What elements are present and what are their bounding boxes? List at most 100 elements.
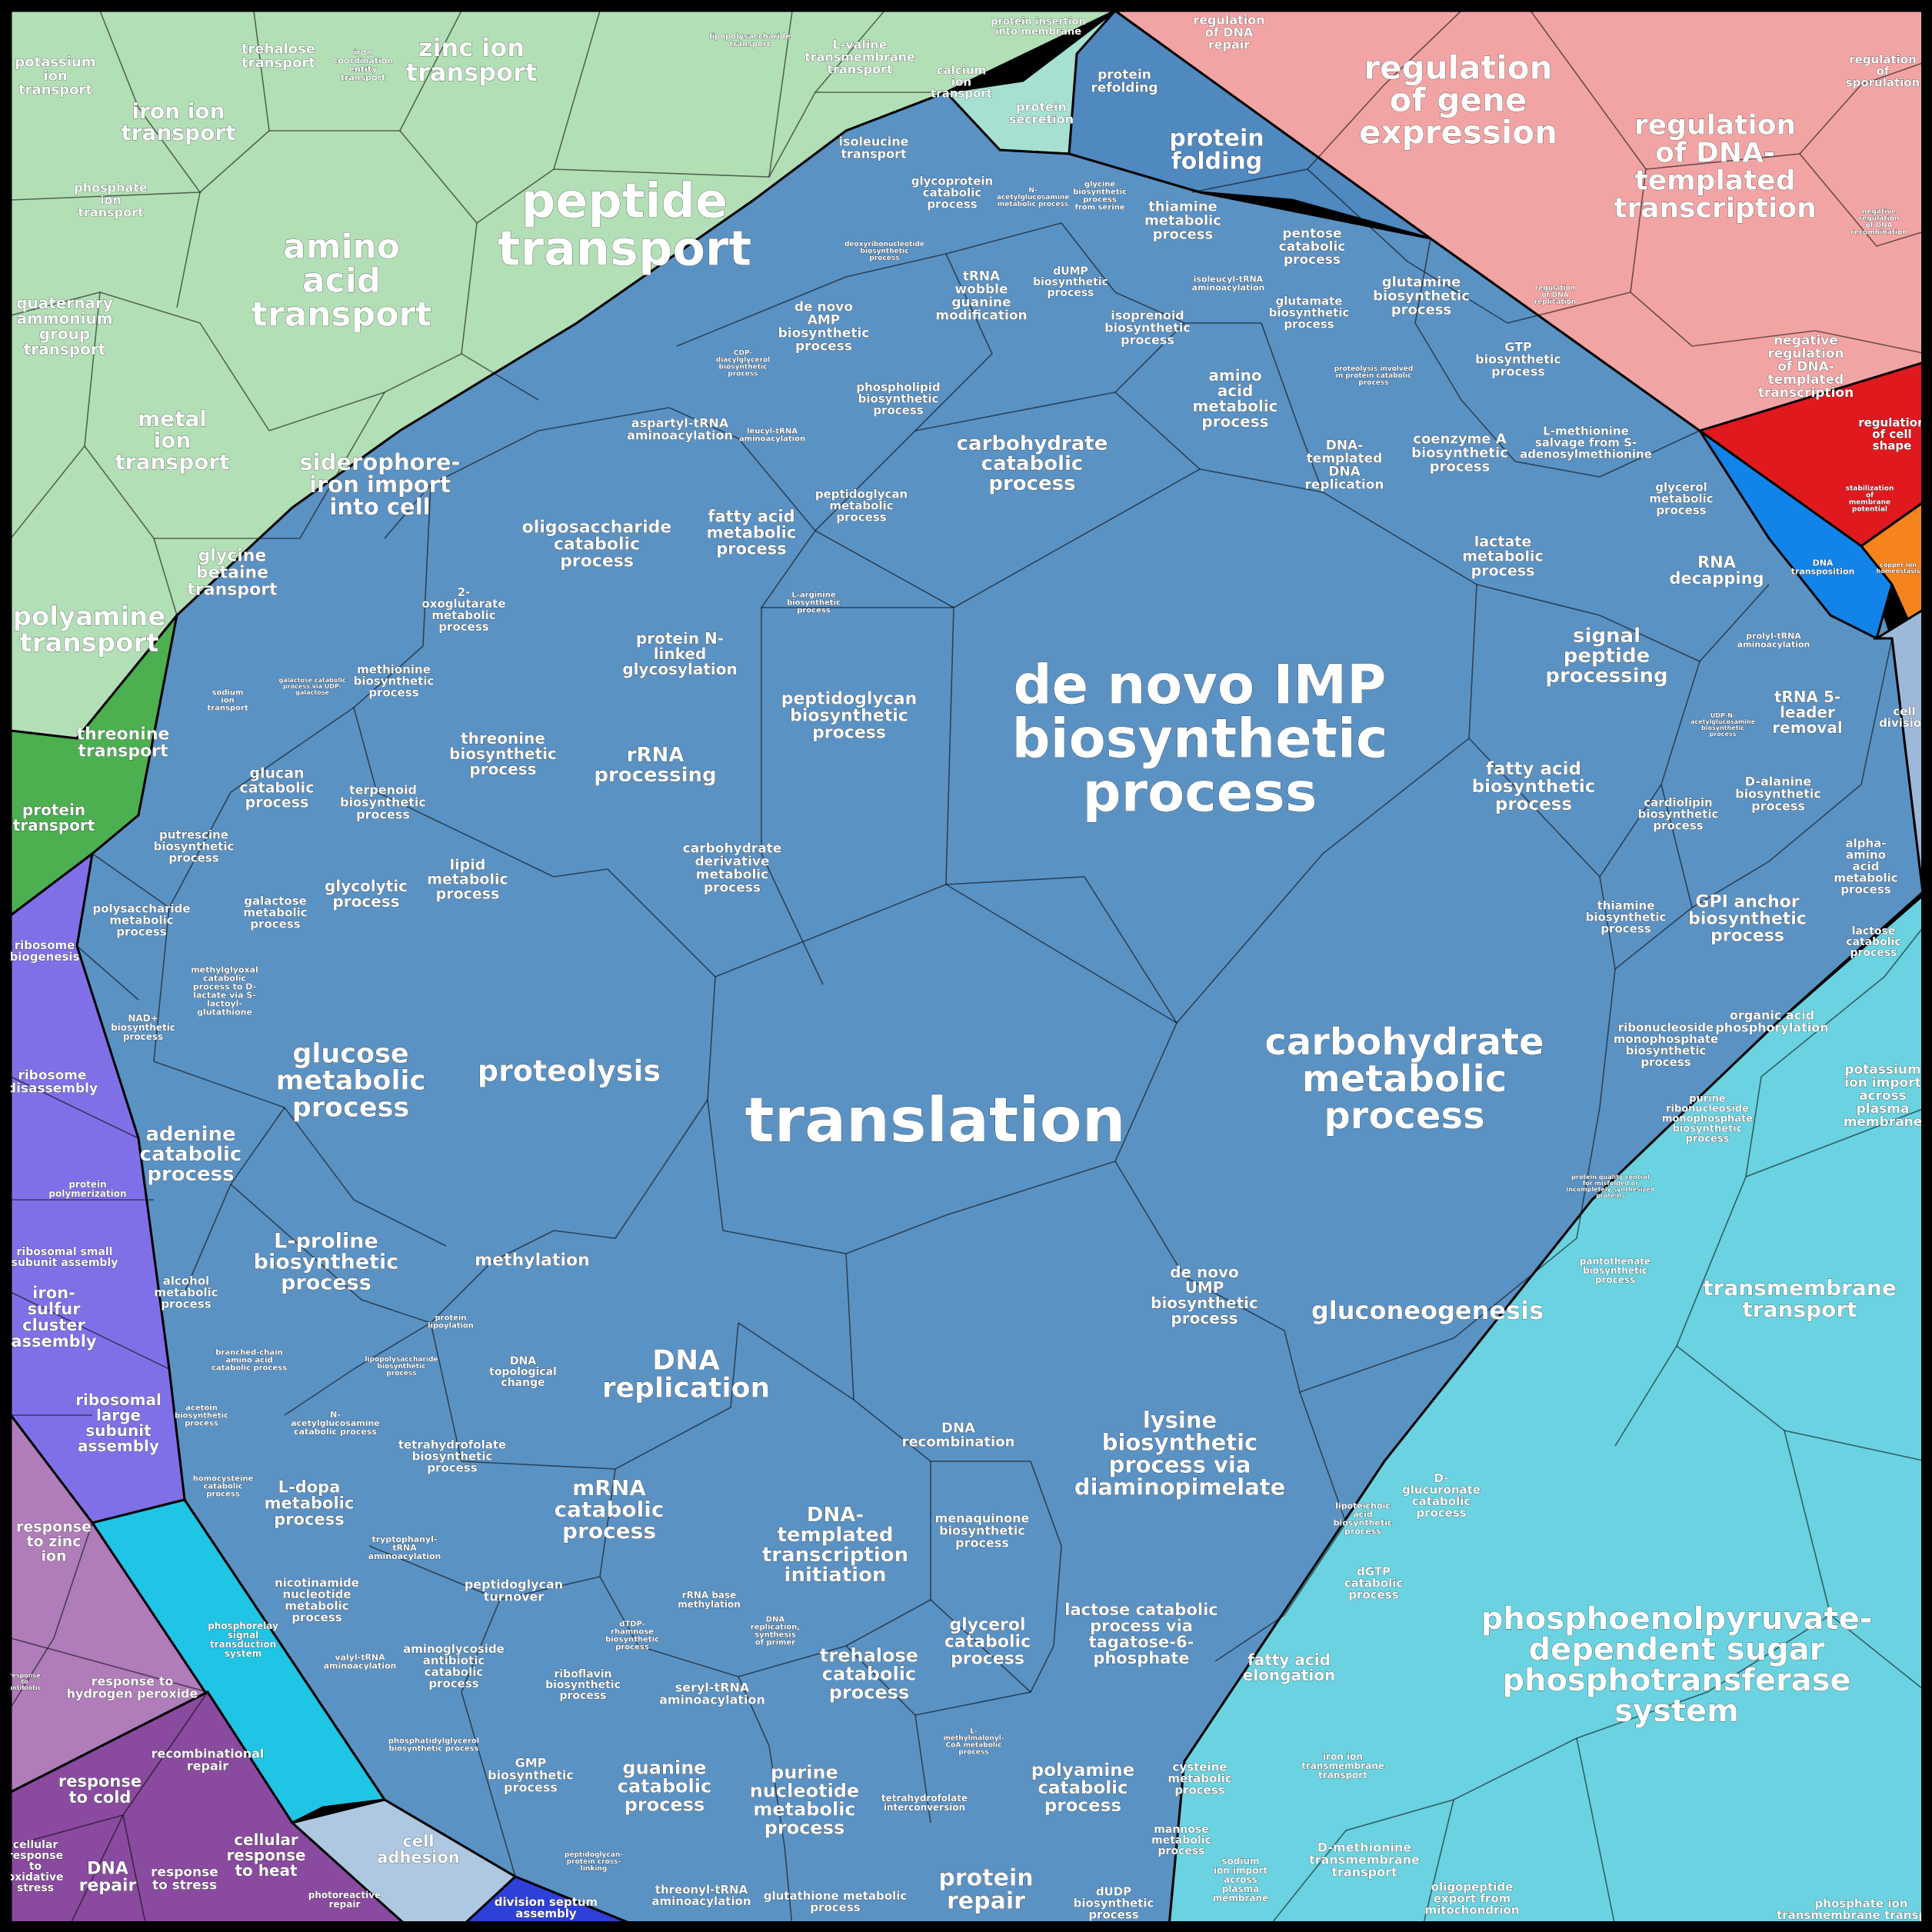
cell-border — [76, 945, 139, 1001]
protein-polymerization-label: protein polymerization — [48, 1179, 126, 1199]
polysaccharide-metabolic-process-label: polysaccharide metabolic process — [92, 901, 190, 938]
regulation-of-dna-replication-label: regulation of DNA replication — [1534, 285, 1577, 306]
dna-templated-transcription-initiation-label: DNA-templated transcription initiation — [762, 1504, 908, 1587]
mrna-catabolic-process-label: mRNA catabolic process — [555, 1475, 665, 1544]
cell-border — [153, 1061, 447, 1247]
n-acetylglucosamine-catabolic-process-label: N-acetylglucosamine catabolic process — [291, 1410, 380, 1437]
deoxyribonucleotide-biosynthetic-process-label: deoxyribonucleotide biosynthetic process — [844, 241, 924, 262]
protein-lipoylation-label: protein lipoylation — [428, 1314, 474, 1331]
zinc-ion-transport-label: zinc ion transport — [406, 33, 537, 87]
dudp-biosynthetic-process-label: dUDP biosynthetic process — [1074, 1884, 1154, 1921]
cell-border — [599, 1576, 793, 1927]
threonyl-trna-aminoacylation-label: threonyl-tRNA aminoacylation — [651, 1883, 751, 1908]
rrna-processing-label: rRNA processing — [594, 744, 716, 787]
cell-border — [1414, 238, 1700, 478]
response-to-hydrogen-peroxide-label: response to hydrogen peroxide — [67, 1674, 198, 1701]
sodium-ion-transport-label: sodium ion transport — [207, 689, 248, 713]
dna-repair-label: DNA repair — [79, 1860, 137, 1896]
oligosaccharide-catabolic-process-label: oligosaccharide catabolic process — [522, 518, 672, 571]
ribosome-disassembly-label: ribosome disassembly — [7, 1068, 98, 1096]
protein-transport-label: protein transport — [13, 801, 95, 834]
de-novo-ump-biosynthetic-process-label: de novo UMP biosynthetic process — [1151, 1263, 1258, 1327]
dna-topological-change-label: DNA topological change — [489, 1355, 557, 1389]
cell-border — [122, 1814, 147, 1927]
iron-ion-transport-label: iron ion transport — [121, 98, 235, 145]
lactate-metabolic-process-label: lactate metabolic process — [1462, 534, 1544, 580]
cell-border — [353, 645, 555, 878]
isoleucyl-trna-aminoacylation-label: isoleucyl-tRNA aminoacylation — [1192, 274, 1265, 292]
cell-border — [84, 291, 178, 616]
tetrahydrofolate-biosynthetic-process-label: tetrahydrofolate biosynthetic process — [398, 1437, 506, 1474]
sodium-ion-import-across-plasma-membrane-label: sodium ion import across plasma membrane — [1213, 1856, 1268, 1904]
iron-sulfur-cluster-assembly-label: iron-sulfur cluster assembly — [11, 1284, 97, 1351]
regulation-of-cell-shape-label: regulation of cell shape — [1858, 415, 1926, 452]
cell-border — [10, 1291, 170, 1370]
cell-border — [10, 291, 270, 431]
organic-acid-phosphorylation-label: organic acid phosphorylation — [1715, 1008, 1828, 1035]
protein-refolding-label: protein refolding — [1091, 67, 1158, 95]
glutamate-biosynthetic-process-label: glutamate biosynthetic process — [1269, 294, 1350, 331]
cell-border — [1191, 10, 1462, 193]
cell-border — [1745, 1107, 1927, 1178]
cell-border — [230, 1184, 362, 1301]
threonine-biosynthetic-process-label: threonine biosynthetic process — [449, 729, 557, 778]
purine-nucleotide-metabolic-process-label: purine nucleotide metabolic process — [750, 1761, 860, 1838]
potassium-ion-transport-label: potassium ion transport — [15, 54, 95, 98]
peptidoglycan-protein-cross-linking-label: peptidoglycan-protein cross-linking — [565, 1851, 623, 1873]
carbohydrate-catabolic-process-label: carbohydrate catabolic process — [957, 432, 1108, 495]
cell-border — [738, 1322, 854, 1401]
cell-border — [1422, 1799, 1454, 1927]
cell-border — [10, 445, 85, 539]
cellular-response-to-heat-label: cellular response to heat — [226, 1830, 305, 1880]
ribosomal-large-subunit-assembly-label: ribosomal large subunit assembly — [75, 1391, 162, 1455]
pentose-catabolic-process-label: pentose catabolic process — [1279, 226, 1346, 268]
cell-border — [1691, 330, 1927, 355]
carbohydrate-metabolic-process-label: carbohydrate metabolic process — [1264, 1021, 1544, 1138]
response-to-cold-label: response to cold — [58, 1772, 142, 1807]
cell-border — [10, 1637, 55, 1708]
aspartyl-trna-aminoacylation-label: aspartyl-tRNA aminoacylation — [627, 416, 733, 443]
cell-border — [92, 853, 170, 908]
gtp-biosynthetic-process-label: GTP biosynthetic process — [1475, 340, 1561, 379]
peptidoglycan-turnover-label: peptidoglycan turnover — [465, 1577, 563, 1604]
fatty-acid-biosynthetic-process-label: fatty acid biosynthetic process — [1472, 759, 1596, 814]
cell-border — [1576, 1737, 1616, 1927]
dgtp-catabolic-process-label: dGTP catabolic process — [1344, 1564, 1404, 1601]
regulation-of-dna-templated-transcription-label: regulation of DNA-templated transcription — [1614, 110, 1816, 225]
d-alanine-biosynthetic-process-label: D-alanine biosynthetic process — [1735, 774, 1821, 814]
cell-border — [715, 884, 947, 978]
cellular-response-to-oxidative-stress-label: cellular response to oxidative stress — [7, 1839, 63, 1894]
phosphorelay-signal-transduction-system-label: phosphorelay signal transduction system — [208, 1621, 278, 1659]
recombinational-repair-label: recombinational repair — [152, 1747, 265, 1774]
photoreactive-repair-label: photoreactive repair — [308, 1890, 381, 1910]
dump-biosynthetic-process-label: dUMP biosynthetic process — [1033, 265, 1108, 299]
copper-ion-homeostasis-label: copper ion homeostasis — [1877, 561, 1920, 575]
prolyl-trna-aminoacylation-label: prolyl-tRNA aminoacylation — [1737, 631, 1810, 649]
nicotinamide-nucleotide-metabolic-process-label: nicotinamide nucleotide metabolic process — [275, 1576, 359, 1624]
cell-border — [1214, 1391, 1347, 1662]
cell-border — [845, 1599, 931, 1647]
gmp-biosynthetic-process-label: GMP biosynthetic process — [488, 1756, 574, 1795]
leucyl-trna-aminoacylation-label: leucyl-tRNA aminoacylation — [739, 428, 805, 444]
cell-border — [1745, 922, 1927, 1178]
response-to-antibiotic-label: response to antibiotic — [8, 1672, 42, 1691]
trna-5-leader-removal-label: tRNA 5-leader removal — [1772, 688, 1842, 737]
cell-border — [1530, 10, 1647, 293]
cell-border — [945, 222, 1062, 255]
polyamine-transport-label: polyamine transport — [13, 601, 166, 658]
quaternary-ammonium-group-transport-label: quaternary ammonium group transport — [16, 294, 113, 358]
cell-border — [68, 1814, 124, 1927]
threonine-transport-label: threonine transport — [77, 725, 170, 761]
cell-border — [10, 10, 202, 201]
glycoprotein-catabolic-process-label: glycoprotein catabolic process — [911, 174, 993, 211]
cell-border — [368, 1468, 616, 1601]
signal-peptide-processing-label: signal peptide processing — [1545, 625, 1667, 688]
riboflavin-biosynthetic-process-label: riboflavin biosynthetic process — [545, 1668, 621, 1702]
fatty-acid-metabolic-process-label: fatty acid metabolic process — [707, 507, 797, 558]
dna-replication-synthesis-of-rna-primer-label: DNA replication, synthesis of primer — [751, 1616, 800, 1647]
peptidoglycan-metabolic-process-label: peptidoglycan metabolic process — [815, 487, 908, 524]
gluconeogenesis-label: gluconeogenesis — [1311, 1296, 1544, 1325]
cell-border — [461, 1599, 516, 1877]
cell-border — [230, 707, 355, 793]
dna-recombination-label: DNA recombination — [902, 1420, 1015, 1450]
